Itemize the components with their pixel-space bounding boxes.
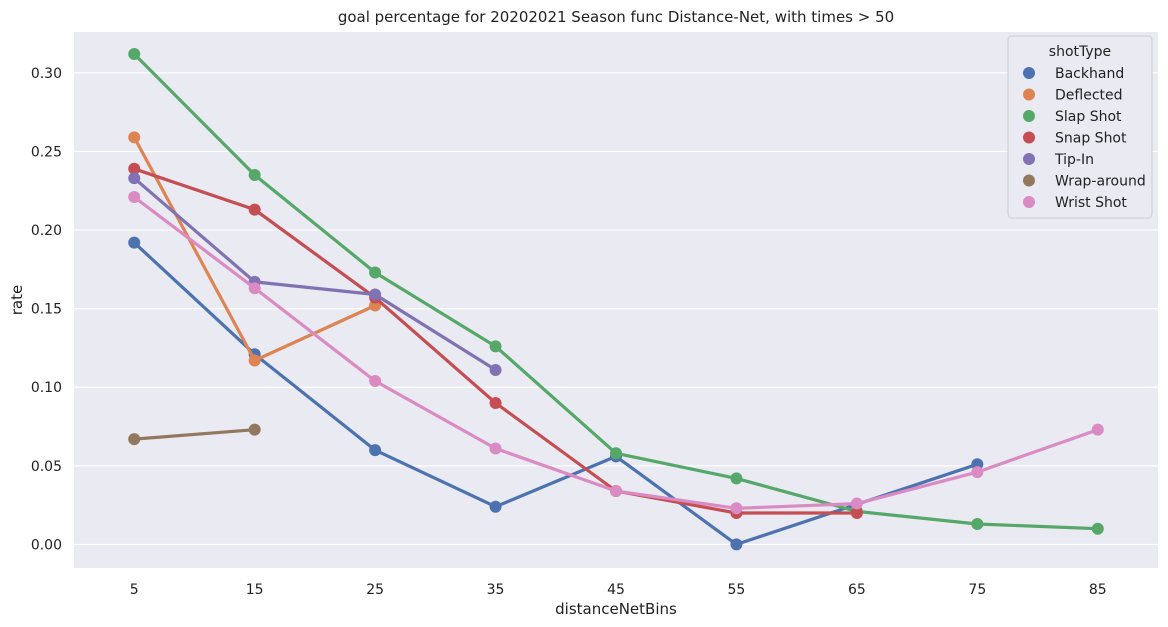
legend-label: Tip-In [1054,152,1094,168]
data-point [489,363,502,376]
data-point [850,506,863,519]
data-point [128,131,141,144]
x-tick-labels: 5 15 25 35 45 55 65 75 85 [130,582,1107,598]
data-point [489,340,502,353]
legend-label: Wrap-around [1055,174,1146,190]
x-axis-label: distanceNetBins [555,600,677,618]
data-point [369,374,382,387]
legend-box [1007,35,1153,219]
y-tick-labels: 0.00 0.05 0.10 0.15 0.20 0.25 0.30 [31,66,62,554]
data-point [610,447,622,460]
data-point [248,423,261,436]
legend-marker [1023,131,1035,144]
chart-title: goal percentage for 20202021 Season func… [338,8,894,26]
x-tick-label: 5 [130,582,139,598]
data-point [128,162,141,175]
data-point [248,203,261,216]
y-tick-label: 0.00 [31,537,62,553]
y-tick-label: 0.30 [31,66,62,82]
data-point [369,444,382,457]
data-point [489,396,502,409]
legend-label: Snap Shot [1055,131,1127,147]
legend-marker [1023,110,1035,122]
data-point [971,517,984,530]
x-tick-label: 85 [1089,582,1107,598]
x-tick-label: 15 [246,582,264,598]
data-point [489,442,502,455]
data-point [971,466,984,479]
legend-marker [1023,67,1035,79]
legend-marker [1023,196,1035,208]
x-tick-label: 25 [366,582,384,598]
data-point [489,500,502,513]
data-point [128,172,141,185]
y-tick-label: 0.20 [31,223,62,239]
legend-marker [1023,88,1035,101]
data-point [610,484,622,497]
x-tick-label: 65 [848,582,866,598]
y-axis-label: rate [8,285,26,315]
data-point [850,497,863,510]
data-point [730,472,743,485]
data-point [128,48,141,61]
x-tick-label: 35 [487,582,505,598]
y-tick-label: 0.15 [31,302,62,318]
legend: shotType Backhand Deflected Slap Shot Snap S… [1007,35,1153,219]
series-line [132,428,257,441]
data-point [248,169,261,182]
x-tick-label: 45 [607,582,625,598]
legend-label: Deflected [1055,88,1123,104]
x-tick-label: 75 [968,582,986,598]
series-line [132,176,498,372]
legend-label: Wrist Shot [1055,195,1127,211]
legend-title: shotType [1049,44,1111,60]
data-point [128,191,141,204]
legend-label: Backhand [1055,66,1124,82]
data-point [730,538,743,551]
data-point [369,288,382,301]
data-point [128,433,141,446]
legend-label: Slap Shot [1055,109,1122,125]
grid-lines [74,72,1158,546]
data-point [248,354,261,367]
x-tick-label: 55 [728,582,746,598]
legend-marker [1023,153,1035,165]
series-layer [128,48,1104,551]
data-point [1091,423,1104,436]
y-tick-label: 0.10 [31,380,62,396]
data-point [128,236,141,249]
data-point [730,502,743,515]
series-wrist-shot [128,191,1104,515]
data-point [248,282,261,295]
y-tick-label: 0.25 [31,144,62,160]
series-wrap-around [128,423,261,446]
y-tick-label: 0.05 [31,459,62,475]
data-point [369,266,382,279]
data-point [1091,522,1104,535]
legend-marker [1023,174,1035,187]
plot-area [74,32,1158,568]
